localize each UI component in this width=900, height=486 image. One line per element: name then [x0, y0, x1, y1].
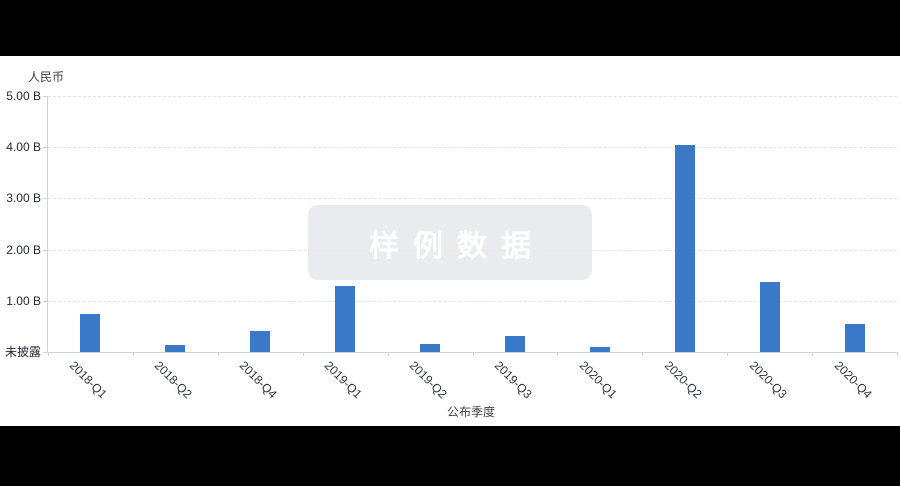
- x-tick-mark: [48, 352, 49, 356]
- x-tick-mark: [472, 352, 474, 356]
- x-axis-tick-label: 2020-Q1: [576, 358, 620, 402]
- bar-2020-Q2[interactable]: [674, 144, 695, 352]
- x-tick-mark: [217, 352, 219, 356]
- bar-2019-Q2[interactable]: [420, 343, 441, 352]
- x-axis-tick-label: 2020-Q4: [831, 358, 875, 402]
- x-tick-mark: [642, 352, 644, 356]
- x-tick-mark: [812, 352, 814, 356]
- x-axis-tick-label: 2020-Q2: [661, 358, 705, 402]
- chart-panel: 人民币 样例数据 公布季度 5.00 B 4.00 B 3.00 B 2.00 B 1.…: [0, 56, 900, 426]
- y-axis-name: 人民币: [28, 70, 65, 84]
- watermark-badge: 样例数据: [308, 205, 592, 280]
- x-tick-mark: [302, 352, 304, 356]
- bar-2020-Q1[interactable]: [589, 347, 610, 352]
- x-axis-tick-label: 2018-Q4: [237, 358, 280, 402]
- bar-2019-Q1[interactable]: [335, 286, 356, 352]
- y-tick-mark: [43, 147, 48, 149]
- bar-2018-Q2[interactable]: [165, 345, 186, 352]
- x-tick-mark: [557, 352, 559, 356]
- bar-2018-Q1[interactable]: [80, 314, 101, 352]
- x-axis-tick-label: 2018-Q2: [152, 358, 196, 402]
- y-axis-tick-label: 5.00 B: [6, 89, 41, 103]
- watermark-text: 样例数据: [369, 229, 545, 263]
- x-tick-mark: [387, 352, 389, 356]
- x-tick-mark: [897, 352, 898, 356]
- y-axis-tick-label: 1.00 B: [6, 293, 41, 308]
- bar-2020-Q3[interactable]: [759, 282, 780, 352]
- y-axis-tick-label: 2.00 B: [6, 242, 41, 257]
- gridline-4.00B: [48, 147, 897, 149]
- x-tick-mark: [727, 352, 729, 356]
- gridline-1.00B: [48, 300, 897, 302]
- y-tick-mark: [43, 300, 48, 302]
- y-axis-tick-label: 4.00 B: [6, 140, 41, 155]
- y-tick-mark: [43, 198, 48, 200]
- bar-2018-Q4[interactable]: [250, 331, 271, 352]
- gridline-5.00B: [48, 96, 897, 97]
- y-tick-mark: [43, 352, 48, 353]
- x-axis-tick-label: 2019-Q3: [491, 358, 535, 402]
- plot-area: [43, 96, 898, 356]
- y-axis-tick-label: 3.00 B: [6, 191, 41, 206]
- x-axis-tick-label: 2018-Q1: [67, 358, 111, 402]
- x-axis-tick-label: 2020-Q3: [746, 358, 790, 402]
- y-tick-mark: [43, 96, 48, 97]
- x-axis-tick-label: 2019-Q2: [406, 358, 450, 402]
- y-axis-tick-label: 未披露: [4, 345, 41, 359]
- x-axis-name: 公布季度: [446, 405, 495, 419]
- bar-2019-Q3[interactable]: [504, 335, 525, 352]
- y-tick-mark: [43, 249, 48, 251]
- bar-2020-Q4[interactable]: [844, 323, 865, 352]
- gridline-3.00B: [48, 198, 897, 200]
- x-axis-tick-label: 2019-Q1: [321, 358, 365, 402]
- x-tick-mark: [132, 352, 134, 356]
